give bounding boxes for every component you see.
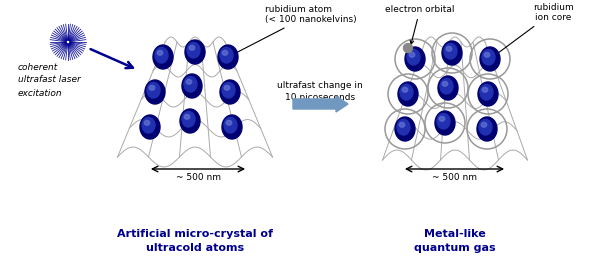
- Ellipse shape: [479, 119, 492, 135]
- Ellipse shape: [153, 45, 173, 69]
- Ellipse shape: [149, 85, 155, 90]
- Ellipse shape: [398, 82, 418, 106]
- Ellipse shape: [187, 42, 200, 58]
- Ellipse shape: [224, 85, 230, 90]
- Ellipse shape: [407, 50, 420, 65]
- Text: Metal-like: Metal-like: [424, 229, 486, 239]
- Ellipse shape: [482, 50, 495, 65]
- Ellipse shape: [395, 117, 415, 141]
- Ellipse shape: [222, 82, 235, 98]
- Ellipse shape: [222, 115, 242, 139]
- Ellipse shape: [480, 84, 493, 100]
- Ellipse shape: [435, 111, 455, 135]
- FancyArrow shape: [293, 96, 348, 112]
- Ellipse shape: [180, 109, 200, 133]
- Ellipse shape: [405, 47, 425, 71]
- Ellipse shape: [142, 118, 155, 133]
- Text: electron orbital: electron orbital: [385, 5, 455, 44]
- Ellipse shape: [157, 50, 163, 55]
- Ellipse shape: [402, 87, 408, 92]
- Ellipse shape: [189, 45, 195, 50]
- Ellipse shape: [477, 117, 497, 141]
- Ellipse shape: [442, 81, 448, 86]
- Ellipse shape: [147, 82, 160, 98]
- Ellipse shape: [409, 52, 415, 57]
- Ellipse shape: [182, 112, 195, 127]
- Ellipse shape: [400, 84, 413, 100]
- Ellipse shape: [184, 115, 190, 119]
- Text: ~ 500 nm: ~ 500 nm: [432, 173, 477, 182]
- Ellipse shape: [437, 113, 450, 129]
- Ellipse shape: [182, 74, 202, 98]
- Ellipse shape: [446, 47, 452, 51]
- Ellipse shape: [184, 76, 197, 92]
- Text: rubidium atom
(< 100 nanokelvins): rubidium atom (< 100 nanokelvins): [232, 5, 356, 55]
- Text: excitation: excitation: [18, 88, 62, 97]
- Ellipse shape: [226, 120, 232, 125]
- Text: ultrafast change in: ultrafast change in: [277, 81, 363, 90]
- Ellipse shape: [140, 115, 160, 139]
- Ellipse shape: [186, 79, 192, 84]
- Text: 10 picoseconds: 10 picoseconds: [285, 93, 355, 102]
- Text: quantum gas: quantum gas: [414, 243, 496, 253]
- Ellipse shape: [185, 40, 205, 64]
- Ellipse shape: [155, 47, 168, 63]
- Circle shape: [404, 44, 413, 52]
- Ellipse shape: [144, 120, 150, 125]
- Text: ~ 500 nm: ~ 500 nm: [176, 173, 221, 182]
- Ellipse shape: [438, 76, 458, 100]
- Text: ultrafast laser: ultrafast laser: [18, 76, 81, 85]
- Ellipse shape: [480, 47, 500, 71]
- Ellipse shape: [481, 122, 487, 127]
- Ellipse shape: [397, 119, 410, 135]
- Text: ultracold atoms: ultracold atoms: [146, 243, 244, 253]
- Ellipse shape: [484, 52, 490, 57]
- Text: coherent: coherent: [18, 63, 58, 72]
- Ellipse shape: [399, 122, 405, 127]
- Ellipse shape: [482, 87, 488, 92]
- Ellipse shape: [222, 50, 228, 55]
- Ellipse shape: [444, 44, 457, 59]
- Ellipse shape: [439, 116, 445, 121]
- Ellipse shape: [440, 78, 453, 94]
- Text: Artificial micro-crystal of: Artificial micro-crystal of: [117, 229, 273, 239]
- Ellipse shape: [442, 41, 462, 65]
- Ellipse shape: [478, 82, 498, 106]
- Ellipse shape: [145, 80, 165, 104]
- Ellipse shape: [224, 118, 237, 133]
- Text: rubidium
ion core: rubidium ion core: [493, 3, 574, 57]
- Ellipse shape: [220, 47, 233, 63]
- Ellipse shape: [220, 80, 240, 104]
- Ellipse shape: [218, 45, 238, 69]
